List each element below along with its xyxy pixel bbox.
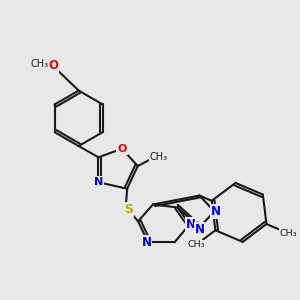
Text: CH₃: CH₃	[188, 240, 205, 249]
Text: O: O	[117, 144, 127, 154]
Text: CH₃: CH₃	[280, 229, 297, 238]
Text: N: N	[211, 205, 221, 218]
Text: S: S	[124, 203, 133, 216]
Text: N: N	[142, 236, 152, 249]
Text: CH₃: CH₃	[30, 59, 48, 69]
Text: CH₃: CH₃	[149, 152, 168, 162]
Text: N: N	[94, 177, 103, 187]
Text: O: O	[48, 59, 58, 72]
Text: N: N	[194, 223, 205, 236]
Text: N: N	[186, 218, 196, 231]
